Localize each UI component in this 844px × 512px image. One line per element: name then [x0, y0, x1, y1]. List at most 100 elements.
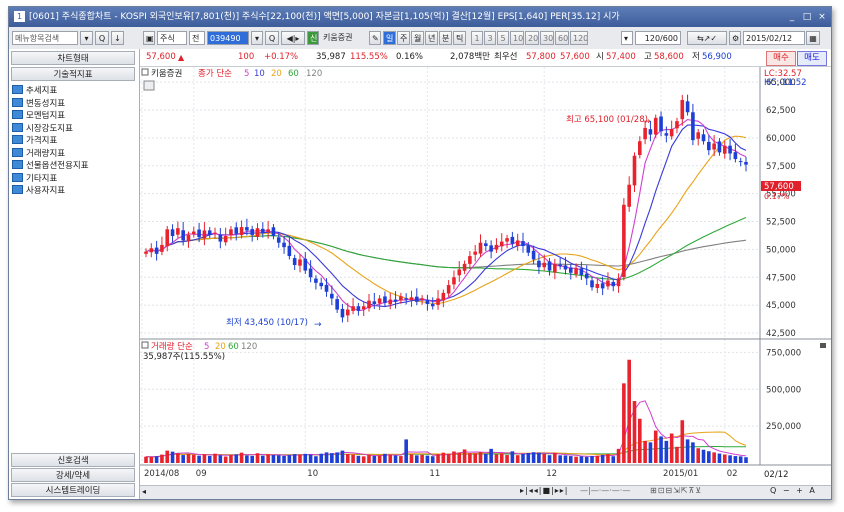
period-tick-button[interactable]: 틱 [453, 31, 466, 45]
count-input[interactable]: 120/600 [635, 31, 681, 45]
tree-item[interactable]: 사용자지표 [12, 185, 89, 198]
period-month-button[interactable]: 월 [411, 31, 424, 45]
drawing-tools-icon[interactable]: ⊞⊡⊟⇲⇱⊼⊻ [650, 486, 703, 495]
date-axis-label: 09 [196, 469, 207, 479]
sell-button[interactable]: 매도 [797, 51, 827, 66]
signal-search-button[interactable]: 신호검색 [11, 453, 135, 467]
candle-body [181, 230, 185, 241]
stock-chart-svg[interactable]: 65,000 62,500 60,000 57,500 55,000 52,500 50,0… [140, 67, 831, 485]
close-icon[interactable]: × [818, 12, 826, 22]
layout-icon[interactable]: ▣ [143, 31, 155, 45]
folder-icon [12, 185, 23, 194]
interval-button[interactable]: 1 [471, 31, 483, 45]
interval-button[interactable]: 3 [484, 31, 496, 45]
all-select[interactable]: 전 [189, 31, 205, 45]
volume-bar [744, 457, 748, 463]
search-icon[interactable]: Q [95, 31, 109, 45]
period-week-button[interactable]: 주 [397, 31, 410, 45]
legend-ma60: 60 [288, 69, 299, 79]
tree-item[interactable]: 거래량지표 [12, 147, 89, 161]
interval-button[interactable]: 5 [497, 31, 509, 45]
volume-bar [568, 456, 573, 463]
stock-mode-select[interactable]: 주식 [157, 31, 187, 45]
period-minute-button[interactable]: 분 [439, 31, 452, 45]
tree-item[interactable]: 변동성지표 [12, 97, 89, 111]
volume-bar [446, 453, 451, 463]
chart-type-button[interactable]: 차트형태 [11, 51, 135, 65]
current-price: 57,600 [146, 52, 176, 62]
date-input[interactable]: 2015/02/12 [743, 31, 805, 45]
scroll-bar[interactable]: ◂ ▸|◂◂|■|▸▸| —|—·—·—·— ⊞⊡⊟⇲⇱⊼⊻ Q − + A [140, 485, 831, 499]
code-search-icon[interactable]: Q [265, 31, 279, 45]
tree-item[interactable]: 추세지표 [12, 85, 89, 98]
candle-body [590, 280, 594, 288]
chart-area[interactable]: 65,000 62,500 60,000 57,500 55,000 52,500 50,0… [140, 67, 831, 485]
hc-value: HC:-11.52 [764, 78, 807, 88]
candle-body [510, 236, 515, 244]
tree-item[interactable]: 기타지표 [12, 172, 89, 186]
high-label: 고 [644, 52, 652, 62]
candle-body [648, 129, 653, 135]
code-dropdown-icon[interactable]: ▾ [251, 31, 263, 45]
interval-button[interactable]: 10 [510, 31, 524, 45]
system-trading-button[interactable]: 시스템트레이딩 [11, 483, 135, 497]
interval-button[interactable]: 20 [525, 31, 539, 45]
volume-bar [266, 454, 270, 463]
calendar-icon[interactable]: ▦ [806, 31, 820, 45]
candle-body [409, 297, 414, 301]
tech-indicator-button[interactable]: 기술적지표 [11, 67, 135, 81]
interval-button[interactable]: 30 [540, 31, 554, 45]
zoom-slider[interactable]: —|—·—·—·— [580, 486, 631, 495]
minimize-icon[interactable]: _ [789, 12, 795, 22]
zoom-icon[interactable]: Q − + A [770, 486, 817, 495]
ma20-line [145, 135, 747, 305]
price-axis-label: 62,500 [766, 106, 796, 116]
trade-amount: 2,078백만 [450, 52, 490, 62]
tree-item[interactable]: 시장강도지표 [12, 122, 89, 136]
dropdown-icon[interactable]: ▾ [80, 31, 93, 45]
download-icon[interactable]: ↓ [111, 31, 124, 45]
scroll-left-icon[interactable]: ◂ [142, 487, 147, 496]
candle-body [213, 232, 217, 234]
count-dropdown-icon[interactable]: ▾ [621, 31, 633, 45]
candle-body [553, 263, 557, 273]
tree-item[interactable]: 가격지표 [12, 135, 89, 148]
playback-controls-icon[interactable]: ▸|◂◂|■|▸▸| [520, 486, 569, 495]
maximize-icon[interactable]: □ [802, 12, 812, 22]
strong-weak-button[interactable]: 강세/약세 [11, 468, 135, 482]
volume-bar [616, 448, 621, 463]
tree-item[interactable]: 선물옵션전용지표 [12, 160, 89, 173]
period-year-button[interactable]: 년 [425, 31, 438, 45]
prev-next-icon[interactable]: ◀|▸ [281, 31, 305, 45]
volume-panel-icon[interactable] [820, 343, 826, 348]
volume-bar [600, 454, 605, 463]
buy-button[interactable]: 매수 [766, 51, 796, 66]
volume-bar [170, 451, 175, 463]
interval-button[interactable]: 60 [555, 31, 569, 45]
candle-body [436, 298, 440, 305]
candle-body [335, 299, 339, 310]
candle-body [473, 251, 478, 255]
menu-search-input[interactable]: 메뉴항목검색 [12, 31, 78, 45]
candle-body [430, 304, 435, 307]
tree-item[interactable]: 모멘텀지표 [12, 110, 89, 123]
volume-bar [691, 442, 695, 463]
period-day-button[interactable]: 일 [383, 31, 396, 45]
volume-legend-ma60: 60 [228, 342, 239, 352]
max-annotation: 최고 65,100 (01/28) [566, 114, 648, 125]
candle-body [239, 227, 244, 236]
chart-menu-icon[interactable] [143, 80, 155, 91]
candle-body [691, 112, 695, 141]
candle-body [314, 278, 318, 283]
candle-body [494, 244, 499, 250]
candle-body [669, 128, 674, 137]
code-input[interactable]: 039490 [207, 31, 249, 45]
gear-icon[interactable]: ⚙ [729, 31, 741, 45]
pencil-icon[interactable]: ✎ [369, 31, 381, 45]
candle-body [186, 234, 191, 242]
chart-tools-icon[interactable]: ⇆↗✓ [687, 31, 727, 45]
interval-button[interactable]: 120 [570, 31, 588, 45]
candle-body [707, 141, 711, 151]
volume-legend-ma20: 20 [215, 342, 226, 352]
folder-icon [12, 135, 23, 144]
